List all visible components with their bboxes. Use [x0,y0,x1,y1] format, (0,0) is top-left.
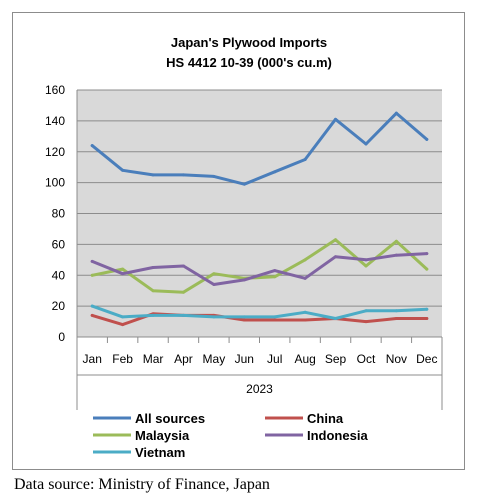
data-point-vietnam-feb [121,315,125,319]
data-point-vietnam-apr [181,313,185,317]
data-point-all-sources-aug [303,157,307,161]
legend-label-all-sources: All sources [135,411,205,426]
data-point-all-sources-sep [334,117,338,121]
data-point-china-jun [242,318,246,322]
x-tick-label-apr: Apr [174,352,193,366]
data-point-all-sources-nov [394,111,398,115]
x-tick-label-jan: Jan [83,352,102,366]
y-tick-label-100: 100 [45,176,65,190]
data-point-indonesia-aug [303,276,307,280]
x-tick-label-jun: Jun [235,352,254,366]
x-tick-label-sep: Sep [325,352,347,366]
data-point-vietnam-nov [394,309,398,313]
data-point-vietnam-jul [273,315,277,319]
data-point-all-sources-feb [121,168,125,172]
data-point-all-sources-jan [90,144,94,148]
x-group-label: 2023 [246,382,273,396]
data-point-indonesia-jul [273,269,277,273]
data-point-china-dec [425,316,429,320]
data-point-china-feb [121,323,125,327]
x-tick-label-dec: Dec [416,352,437,366]
data-point-indonesia-jan [90,259,94,263]
data-point-vietnam-jan [90,304,94,308]
data-point-china-nov [394,316,398,320]
data-point-indonesia-oct [364,258,368,262]
data-point-all-sources-may [212,174,216,178]
y-tick-label-140: 140 [45,114,65,128]
data-point-vietnam-may [212,315,216,319]
series-line-indonesia [90,252,429,286]
x-tick-label-feb: Feb [112,352,133,366]
data-point-malaysia-jul [273,275,277,279]
x-tick-label-nov: Nov [386,352,407,366]
data-point-indonesia-mar [151,266,155,270]
data-point-malaysia-aug [303,258,307,262]
data-point-malaysia-dec [425,267,429,271]
data-point-vietnam-dec [425,307,429,311]
legend-label-vietnam: Vietnam [135,445,185,460]
data-point-indonesia-dec [425,252,429,256]
y-tick-label-40: 40 [52,268,66,282]
y-tick-label-160: 160 [45,83,65,97]
data-point-indonesia-feb [121,272,125,276]
y-tick-label-20: 20 [52,299,66,313]
chart-svg: Japan's Plywood Imports HS 4412 10-39 (0… [45,35,443,460]
data-point-china-jul [273,318,277,322]
data-point-malaysia-nov [394,239,398,243]
data-point-all-sources-mar [151,173,155,177]
chart-title: Japan's Plywood Imports [171,35,327,50]
data-point-indonesia-sep [334,255,338,259]
plot-area: 0 20 40 60 80 100 120 140 160 Jan Feb Mar Apr May Jun J… [45,83,443,410]
data-point-indonesia-apr [181,264,185,268]
data-point-all-sources-jul [273,170,277,174]
y-tick-label-0: 0 [58,330,65,344]
x-tick-label-mar: Mar [143,352,164,366]
series-line-vietnam [90,304,429,320]
data-point-all-sources-dec [425,137,429,141]
data-point-vietnam-oct [364,309,368,313]
legend-label-malaysia: Malaysia [135,428,190,443]
x-tick-label-jul: Jul [267,352,282,366]
source-note: Data source: Ministry of Finance, Japan [14,476,270,493]
data-point-indonesia-may [212,283,216,287]
data-point-vietnam-jun [242,315,246,319]
data-point-malaysia-apr [181,290,185,294]
data-point-all-sources-jun [242,182,246,186]
data-point-china-jan [90,313,94,317]
data-point-vietnam-sep [334,316,338,320]
x-tick-label-aug: Aug [294,352,315,366]
legend-label-china: China [307,411,344,426]
y-tick-label-120: 120 [45,145,65,159]
data-point-china-oct [364,320,368,324]
data-point-vietnam-aug [303,310,307,314]
data-point-malaysia-mar [151,289,155,293]
legend: All sources China Malaysia Indonesia Vietnam [93,411,368,460]
data-point-vietnam-mar [151,313,155,317]
chart-frame: Japan's Plywood Imports HS 4412 10-39 (0… [12,12,465,470]
x-tick-label-may: May [203,352,226,366]
legend-label-indonesia: Indonesia [307,428,368,443]
series-line-all-sources [90,111,429,186]
data-point-indonesia-jun [242,278,246,282]
y-tick-label-80: 80 [52,207,66,221]
data-point-all-sources-oct [364,142,368,146]
data-point-indonesia-nov [394,253,398,257]
data-point-malaysia-may [212,272,216,276]
data-point-all-sources-apr [181,173,185,177]
series-line-malaysia [90,238,429,294]
chart-subtitle: HS 4412 10-39 (000's cu.m) [166,55,332,70]
y-tick-label-60: 60 [52,237,66,251]
data-point-malaysia-feb [121,267,125,271]
x-tick-label-oct: Oct [357,352,376,366]
data-point-china-aug [303,318,307,322]
data-point-malaysia-oct [364,264,368,268]
data-point-malaysia-sep [334,238,338,242]
data-point-malaysia-jan [90,273,94,277]
